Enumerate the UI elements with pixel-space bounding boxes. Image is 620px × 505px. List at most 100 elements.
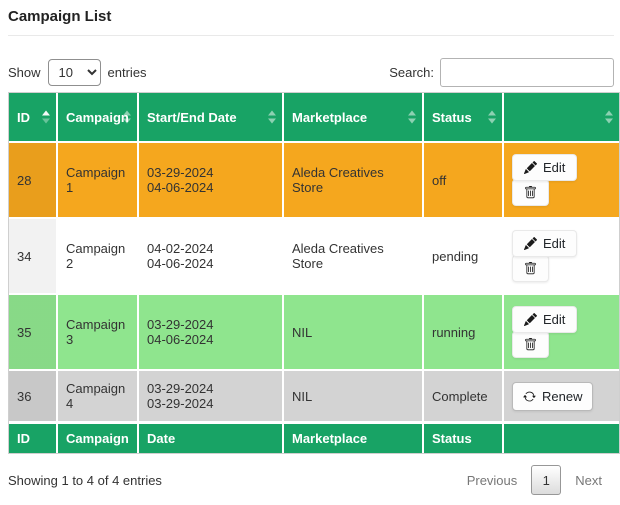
header-row: ID Campaign Start/End Date Marketplace Statu… [9,93,619,143]
end-date: 03-29-2024 [147,396,214,411]
start-date: 03-29-2024 [147,381,214,396]
page-length-select[interactable]: 10 [47,58,101,86]
edit-button[interactable]: Edit [512,154,578,181]
pencil-icon [524,237,537,250]
cell-marketplace: Aleda Creatives Store [284,219,424,295]
cell-dates: 03-29-2024 04-06-2024 [139,143,284,219]
cell-marketplace: NIL [284,295,424,371]
footer-header-actions [504,423,619,453]
delete-button[interactable] [512,331,549,358]
end-date: 04-06-2024 [147,180,214,195]
cell-id: 28 [9,143,58,219]
trash-icon [525,338,536,351]
search-control: Search: [389,57,614,87]
show-label: Show [8,64,41,80]
edit-button-label: Edit [543,236,566,251]
column-header-label: Marketplace [292,109,368,125]
start-date: 03-29-2024 [147,317,214,332]
renew-button[interactable]: Renew [512,381,594,411]
cell-campaign: Campaign 3 [58,295,139,371]
campaign-row-36: 36 Campaign 4 03-29-2024 03-29-2024 NIL Compl… [9,371,619,423]
refresh-icon [523,391,536,401]
pencil-icon [524,161,537,174]
column-header-label: Start/End Date [147,109,237,125]
table-controls: Show 10 entries Search: [8,57,614,87]
cell-campaign: Campaign 4 [58,371,139,423]
cell-status: pending [424,219,504,295]
sort-arrows-icon [42,110,50,124]
table-bottom-bar: Showing 1 to 4 of 4 entries Previous 1 N… [8,465,614,495]
sort-asc-icon [42,110,50,116]
cell-actions: Edit [504,143,619,219]
column-header-id[interactable]: ID [9,93,58,143]
sort-desc-icon [268,118,276,124]
action-buttons: Edit [512,230,611,282]
start-date: 04-02-2024 [147,241,214,256]
page-title: Campaign List [8,8,112,25]
sort-asc-icon [488,110,496,116]
delete-button[interactable] [512,255,549,282]
column-header-date[interactable]: Start/End Date [139,93,284,143]
sort-arrows-icon [488,110,496,124]
title-divider [8,35,614,36]
column-header-label: ID [17,109,30,125]
sort-desc-icon [42,118,50,124]
page-1-button[interactable]: 1 [531,465,562,495]
page-length-control: Show 10 entries [8,58,147,86]
column-header-campaign[interactable]: Campaign [58,93,139,143]
campaign-row-34: 34 Campaign 2 04-02-2024 04-06-2024 Aleda Cr… [9,219,619,295]
cell-marketplace: NIL [284,371,424,423]
edit-button-label: Edit [543,160,566,175]
action-buttons: Edit [512,306,611,358]
search-input[interactable] [440,57,614,87]
sort-desc-icon [605,118,613,124]
sort-asc-icon [605,110,613,116]
column-header-actions[interactable] [504,93,619,143]
table-body: 28 Campaign 1 03-29-2024 04-06-2024 Aleda Cr… [9,143,619,423]
footer-header-marketplace: Marketplace [284,423,424,453]
cell-actions: Edit [504,295,619,371]
pagination: Previous 1 Next [467,465,614,495]
campaign-row-35: 35 Campaign 3 03-29-2024 04-06-2024 NIL runni… [9,295,619,371]
entries-label: entries [107,64,147,80]
campaign-row-28: 28 Campaign 1 03-29-2024 04-06-2024 Aleda Cr… [9,143,619,219]
sort-arrows-icon [605,110,613,124]
cell-status: Complete [424,371,504,423]
sort-asc-icon [123,110,131,116]
edit-button[interactable]: Edit [512,230,578,257]
column-header-label: Status [432,109,472,125]
sort-arrows-icon [268,110,276,124]
sort-asc-icon [408,110,416,116]
cell-status: running [424,295,504,371]
table-header: ID Campaign Start/End Date Marketplace Statu… [9,93,619,143]
column-header-label: Campaign [66,109,129,125]
end-date: 04-06-2024 [147,256,214,271]
footer-header-date: Date [139,423,284,453]
trash-icon [525,186,536,199]
column-header-marketplace[interactable]: Marketplace [284,93,424,143]
edit-button[interactable]: Edit [512,306,578,333]
cell-status: off [424,143,504,219]
next-page-button[interactable]: Next [575,472,602,488]
table-footer-header: ID Campaign Date Marketplace Status [9,423,619,453]
sort-arrows-icon [123,110,131,124]
delete-button[interactable] [512,179,549,206]
search-label: Search: [389,64,434,80]
sort-desc-icon [488,118,496,124]
edit-button-label: Edit [543,312,566,327]
previous-page-button[interactable]: Previous [466,472,518,488]
footer-header-id: ID [9,423,58,453]
sort-desc-icon [123,118,131,124]
sort-desc-icon [408,118,416,124]
cell-actions: Renew [504,371,619,423]
cell-actions: Edit [504,219,619,295]
footer-header-row: ID Campaign Date Marketplace Status [9,423,619,453]
cell-id: 36 [9,371,58,423]
column-header-status[interactable]: Status [424,93,504,143]
cell-dates: 03-29-2024 03-29-2024 [139,371,284,423]
showing-entries-info: Showing 1 to 4 of 4 entries [8,472,162,488]
end-date: 04-06-2024 [147,332,214,347]
cell-id: 34 [9,219,58,295]
start-date: 03-29-2024 [147,165,214,180]
cell-campaign: Campaign 2 [58,219,139,295]
